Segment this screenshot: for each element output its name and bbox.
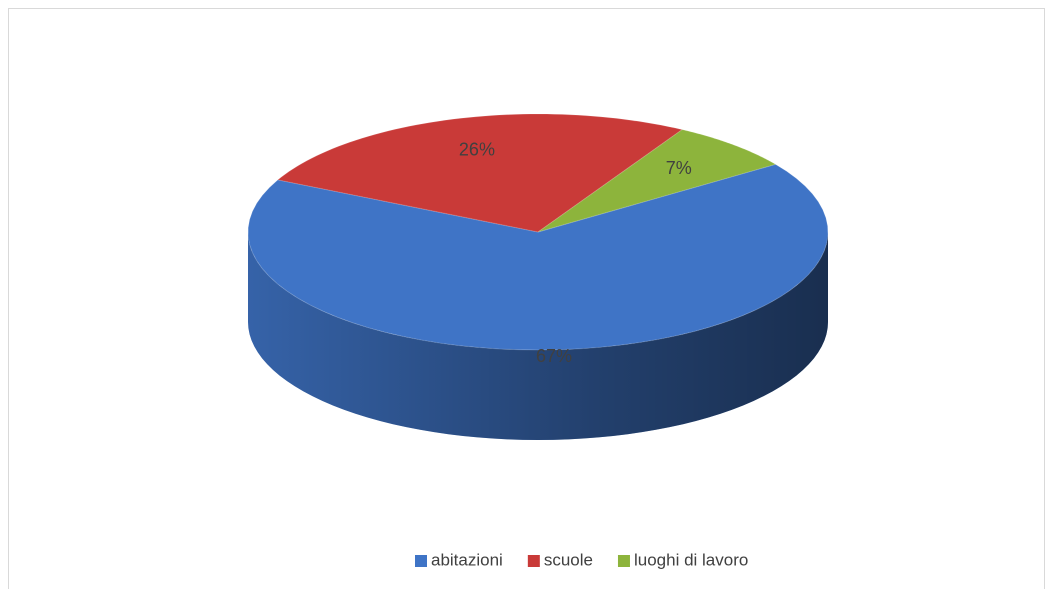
legend-swatch: [415, 555, 427, 567]
slice: [537, 129, 777, 233]
slice-side-shade: [248, 232, 828, 440]
data-label: 26%: [459, 140, 495, 160]
data-label: 67%: [536, 346, 572, 366]
legend-swatch: [617, 555, 630, 567]
chart-border: [8, 8, 1045, 589]
legend-label: luoghi di lavoro: [634, 550, 748, 569]
legend-swatch: [527, 555, 540, 567]
data-label: 7%: [666, 158, 692, 178]
slice: [276, 113, 684, 233]
legend-label: abitazioni: [431, 550, 503, 569]
legend-label: scuole: [544, 550, 593, 569]
slice: [247, 163, 829, 351]
